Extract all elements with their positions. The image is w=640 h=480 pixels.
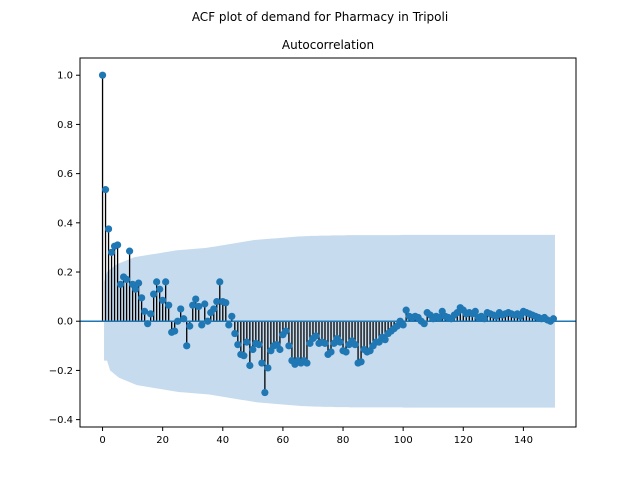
- y-tick-label: −0.2: [49, 366, 73, 377]
- acf-point: [204, 317, 212, 325]
- acf-point: [101, 186, 110, 194]
- acf-point: [249, 345, 257, 354]
- acf-point: [147, 310, 155, 318]
- acf-point: [216, 278, 224, 286]
- acf-point: [480, 315, 488, 323]
- acf-point: [420, 320, 428, 328]
- acf-point: [138, 294, 146, 302]
- acf-point: [282, 327, 290, 335]
- acf-point: [246, 361, 254, 370]
- acf-point: [264, 364, 272, 372]
- acf-point: [342, 348, 350, 356]
- acf-point: [153, 278, 161, 286]
- acf-point: [132, 285, 140, 293]
- acf-point: [150, 290, 158, 298]
- acf-point: [471, 307, 479, 315]
- y-tick-label: 0.0: [57, 317, 73, 328]
- acf-point: [351, 340, 359, 349]
- acf-point: [213, 297, 221, 306]
- acf-point: [357, 358, 365, 366]
- acf-point: [240, 352, 248, 360]
- acf-point: [201, 300, 209, 308]
- acf-point: [312, 332, 320, 340]
- chart-title: Autocorrelation: [282, 38, 374, 52]
- acf-point: [285, 342, 293, 350]
- y-tick-label: 1.0: [57, 71, 73, 82]
- acf-point: [192, 295, 200, 303]
- figure-suptitle: ACF plot of demand for Pharmacy in Tripo…: [192, 10, 448, 24]
- acf-point: [113, 241, 122, 249]
- x-tick-label: 100: [394, 435, 413, 446]
- acf-point: [198, 321, 206, 329]
- acf-point: [159, 296, 167, 304]
- acf-point: [195, 302, 203, 311]
- y-axis: −0.4 −0.2 0.0 0.2 0.4 0.6 0.8 1.0: [49, 71, 80, 426]
- y-tick-label: −0.4: [49, 415, 73, 426]
- acf-point: [327, 348, 335, 356]
- acf-point: [336, 338, 344, 346]
- x-tick-label: 0: [99, 435, 105, 446]
- y-tick-label: 0.6: [57, 169, 73, 180]
- acf-point: [107, 248, 116, 256]
- x-tick-label: 80: [337, 435, 350, 446]
- acf-point: [122, 275, 131, 283]
- x-tick-label: 140: [514, 435, 533, 446]
- acf-point: [303, 359, 311, 367]
- acf-point: [225, 321, 233, 329]
- x-axis: 0 20 40 60 80 100 120 140: [99, 427, 533, 446]
- acf-point: [116, 280, 125, 288]
- acf-point: [210, 305, 218, 313]
- acf-point: [180, 315, 188, 323]
- acf-point: [183, 342, 191, 350]
- acf-point: [435, 313, 443, 322]
- acf-point: [156, 285, 164, 293]
- x-tick-label: 60: [277, 435, 290, 446]
- acf-point: [258, 359, 266, 367]
- acf-point: [98, 71, 107, 79]
- acf-point: [276, 345, 284, 354]
- acf-point: [177, 305, 185, 313]
- y-tick-label: 0.2: [57, 268, 73, 279]
- x-tick-label: 120: [454, 435, 473, 446]
- acf-point: [171, 327, 179, 335]
- y-tick-label: 0.4: [57, 218, 73, 229]
- acf-point: [174, 317, 182, 325]
- acf-point: [144, 320, 152, 328]
- y-tick-label: 0.8: [57, 120, 73, 131]
- acf-point: [228, 312, 236, 320]
- plot-area: [80, 71, 576, 408]
- acf-point: [549, 315, 558, 323]
- acf-point: [261, 388, 269, 397]
- acf-point: [165, 301, 173, 309]
- acf-point: [189, 301, 197, 309]
- acf-point: [243, 338, 251, 346]
- acf-point: [255, 340, 263, 349]
- acf-point: [402, 306, 410, 314]
- acf-point: [162, 278, 170, 286]
- acf-point: [104, 225, 113, 233]
- acf-point: [186, 322, 194, 330]
- acf-point: [126, 247, 134, 255]
- acf-point: [321, 339, 329, 347]
- acf-point: [381, 336, 389, 344]
- acf-point: [399, 321, 407, 329]
- acf-point: [231, 329, 239, 338]
- axes-frame: [79, 57, 577, 428]
- x-tick-label: 20: [156, 435, 169, 446]
- acf-point: [135, 279, 143, 287]
- acf-point: [222, 299, 230, 307]
- x-tick-label: 40: [216, 435, 229, 446]
- acf-point: [141, 307, 149, 315]
- acf-point: [234, 340, 242, 349]
